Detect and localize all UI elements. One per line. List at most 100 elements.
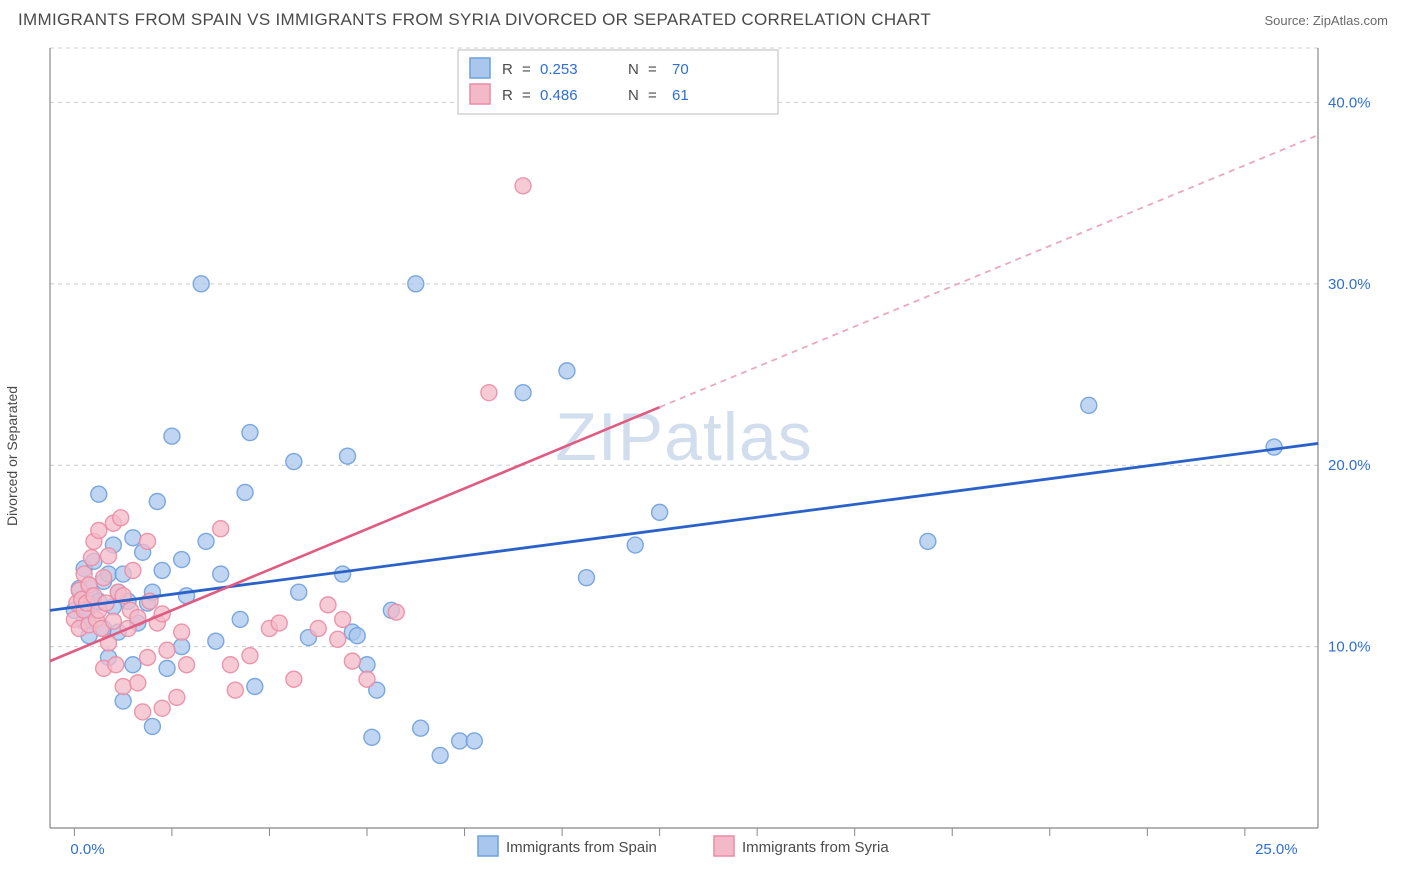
data-point — [408, 276, 424, 292]
y-tick-label: 20.0% — [1328, 457, 1371, 474]
data-point — [159, 642, 175, 658]
data-point — [335, 611, 351, 627]
data-point — [286, 454, 302, 470]
data-point — [91, 486, 107, 502]
data-point — [237, 484, 253, 500]
data-point — [227, 682, 243, 698]
data-point — [310, 620, 326, 636]
data-point — [232, 611, 248, 627]
data-point — [113, 510, 129, 526]
legend-stat-label: = — [522, 87, 531, 104]
data-point — [339, 448, 355, 464]
data-point — [149, 493, 165, 509]
data-point — [330, 631, 346, 647]
data-point — [652, 504, 668, 520]
data-point — [174, 552, 190, 568]
legend-r-value: 0.253 — [540, 61, 578, 78]
legend-n-value: 70 — [672, 61, 689, 78]
data-point — [125, 562, 141, 578]
data-point — [286, 671, 302, 687]
legend-stats-box — [458, 50, 778, 114]
data-point — [91, 523, 107, 539]
data-point — [179, 657, 195, 673]
legend-n-value: 61 — [672, 87, 689, 104]
data-point — [364, 729, 380, 745]
data-point — [388, 604, 404, 620]
data-point — [920, 533, 936, 549]
data-point — [627, 537, 643, 553]
legend-stat-label: = — [522, 61, 531, 78]
data-point — [208, 633, 224, 649]
data-point — [359, 657, 375, 673]
legend-swatch — [470, 84, 490, 104]
legend-stat-label: = — [648, 61, 657, 78]
data-point — [359, 671, 375, 687]
data-point — [135, 704, 151, 720]
data-point — [213, 566, 229, 582]
data-point — [154, 700, 170, 716]
watermark: ZIPatlas — [555, 399, 812, 475]
trend-line — [50, 407, 660, 661]
data-point — [222, 657, 238, 673]
chart-area: Divorced or Separated 10.0%20.0%30.0%40.… — [18, 38, 1388, 874]
y-tick-label: 30.0% — [1328, 276, 1371, 293]
x-tick-label: 25.0% — [1255, 841, 1298, 858]
data-point — [559, 363, 575, 379]
data-point — [198, 533, 214, 549]
legend-r-value: 0.486 — [540, 87, 578, 104]
data-point — [140, 649, 156, 665]
y-tick-label: 10.0% — [1328, 639, 1371, 656]
x-tick-label: 0.0% — [70, 841, 104, 858]
legend-swatch — [470, 58, 490, 78]
data-point — [125, 657, 141, 673]
data-point — [108, 657, 124, 673]
scatter-chart: 10.0% 20.0% 30.0% 40.0% ZIPatlas 0.0% 25.0% R = 0… — [18, 38, 1388, 874]
y-tick-label: 40.0% — [1328, 94, 1371, 111]
data-point — [125, 530, 141, 546]
data-point — [140, 533, 156, 549]
data-point — [115, 679, 131, 695]
legend-stat-label: R — [502, 87, 513, 104]
data-point — [271, 615, 287, 631]
data-point — [413, 720, 429, 736]
data-point — [193, 276, 209, 292]
legend-series-label: Immigrants from Syria — [742, 839, 889, 856]
legend-stat-label: N — [628, 87, 639, 104]
data-point — [130, 675, 146, 691]
data-point — [83, 550, 99, 566]
data-point — [1081, 397, 1097, 413]
data-point — [174, 624, 190, 640]
data-point — [213, 521, 229, 537]
data-point — [242, 648, 258, 664]
data-point — [481, 385, 497, 401]
legend-stat-label: R — [502, 61, 513, 78]
data-point — [335, 566, 351, 582]
data-point — [466, 733, 482, 749]
data-point — [105, 613, 121, 629]
data-point — [144, 718, 160, 734]
data-point — [349, 628, 365, 644]
data-point — [159, 660, 175, 676]
data-point — [515, 178, 531, 194]
y-axis-label: Divorced or Separated — [4, 386, 20, 526]
data-point — [578, 570, 594, 586]
data-point — [115, 693, 131, 709]
data-point — [154, 562, 170, 578]
data-point — [164, 428, 180, 444]
data-point — [247, 679, 263, 695]
source-label: Source: ZipAtlas.com — [1264, 13, 1388, 28]
data-point — [320, 597, 336, 613]
legend-swatch — [478, 836, 498, 856]
data-point — [96, 570, 112, 586]
data-point — [291, 584, 307, 600]
data-point — [432, 747, 448, 763]
data-point — [101, 548, 117, 564]
data-point — [515, 385, 531, 401]
chart-title: IMMIGRANTS FROM SPAIN VS IMMIGRANTS FROM… — [18, 10, 931, 30]
legend-series-label: Immigrants from Spain — [506, 839, 657, 856]
trend-line-extrapolated — [660, 135, 1318, 407]
legend-swatch — [714, 836, 734, 856]
data-point — [344, 653, 360, 669]
data-point — [169, 689, 185, 705]
data-point — [452, 733, 468, 749]
